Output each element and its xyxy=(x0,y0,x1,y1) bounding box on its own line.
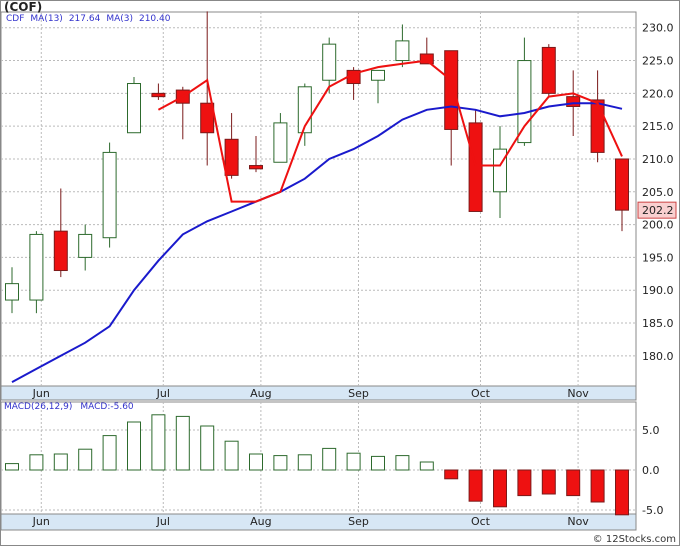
macd-panel xyxy=(0,401,637,515)
candle-body xyxy=(102,151,117,239)
candle-body xyxy=(151,92,166,98)
price-x-tick-label: Jul xyxy=(156,387,170,400)
price-x-tick-label: Jun xyxy=(32,387,50,400)
macd-bar xyxy=(468,469,483,502)
macd-bar xyxy=(151,414,166,471)
macd-bar xyxy=(273,455,288,471)
macd-bar xyxy=(566,469,581,497)
macd-bar xyxy=(371,455,385,471)
candle-body xyxy=(468,122,483,212)
macd-bar xyxy=(615,469,629,516)
candle-body xyxy=(566,96,581,107)
price-y-tick-label: 185.0 xyxy=(642,317,674,330)
candle-body xyxy=(493,148,507,193)
candle-body xyxy=(444,50,459,130)
price-panel xyxy=(0,11,637,387)
macd-bar xyxy=(175,415,190,471)
ma3-line xyxy=(157,59,623,203)
price-x-axis-band xyxy=(0,385,637,401)
chart-title: (COF) xyxy=(4,0,43,14)
price-x-tick-label: Aug xyxy=(250,387,271,400)
price-y-tick-label: 200.0 xyxy=(642,219,674,232)
last-price-box xyxy=(637,201,677,219)
macd-x-tick-label: Jul xyxy=(156,515,170,528)
macd-bar xyxy=(224,440,239,471)
price-y-tick-label: 215.0 xyxy=(642,120,674,133)
macd-bar xyxy=(5,463,19,471)
macd-x-tick-label: Oct xyxy=(471,515,491,528)
candle-body xyxy=(78,233,93,258)
macd-y-tick-label: 0.0 xyxy=(642,464,660,477)
price-y-tick-label: 210.0 xyxy=(642,153,674,166)
macd-x-tick-label: Nov xyxy=(567,515,589,528)
macd-bar xyxy=(29,454,44,471)
macd-y-tick-label: 5.0 xyxy=(642,424,660,437)
candle-body xyxy=(29,233,44,301)
candle-body xyxy=(273,122,288,163)
macd-y-tick-label: -5.0 xyxy=(642,504,663,517)
macd-bar xyxy=(444,469,459,480)
candle-body xyxy=(224,138,239,176)
price-y-tick-label: 190.0 xyxy=(642,284,674,297)
candle-body xyxy=(53,230,68,272)
price-x-tick-label: Nov xyxy=(567,387,589,400)
candle-body xyxy=(322,43,337,81)
macd-bar xyxy=(346,452,361,471)
macd-bar xyxy=(541,469,556,495)
candle-body xyxy=(200,102,215,134)
macd-x-tick-label: Aug xyxy=(250,515,271,528)
price-y-tick-label: 225.0 xyxy=(642,55,674,68)
macd-x-tick-label: Jun xyxy=(32,515,50,528)
candle-body xyxy=(541,46,556,94)
ma13-line xyxy=(11,102,623,383)
macd-bar xyxy=(395,455,410,471)
chart-legend: CDF MA(13) 217.64 MA(3) 210.40 xyxy=(6,14,176,24)
site-credit: © 12Stocks.com xyxy=(592,534,676,545)
macd-bar xyxy=(53,453,68,471)
macd-bar xyxy=(127,421,141,471)
macd-bar xyxy=(78,448,93,471)
price-y-tick-label: 220.0 xyxy=(642,87,674,100)
macd-bar xyxy=(249,453,263,471)
candle-body xyxy=(371,69,385,81)
price-x-tick-label: Sep xyxy=(348,387,369,400)
macd-legend: MACD(26,12,9) MACD:-5.60 xyxy=(4,402,142,412)
legend-ma13-label: MA(13) xyxy=(30,14,63,24)
legend-ma3-label: MA(3) xyxy=(106,14,133,24)
macd-bar xyxy=(517,469,532,497)
macd-bar xyxy=(297,454,312,471)
macd-value: MACD:-5.60 xyxy=(80,402,134,412)
candle-body xyxy=(615,158,629,211)
candle-body xyxy=(590,99,605,153)
macd-bar xyxy=(200,425,215,471)
macd-bar xyxy=(102,435,117,471)
price-x-tick-label: Oct xyxy=(471,387,491,400)
candle-body xyxy=(419,53,434,65)
last-price-label: 202.2 xyxy=(642,204,674,217)
candle-body xyxy=(5,283,19,301)
macd-bar xyxy=(419,461,434,471)
legend-ticker: CDF xyxy=(6,14,25,24)
legend-ma3-value: 210.40 xyxy=(138,14,171,24)
price-y-tick-label: 205.0 xyxy=(642,186,674,199)
price-y-tick-label: 230.0 xyxy=(642,22,674,35)
macd-label: MACD(26,12,9) xyxy=(4,402,73,412)
candle-body xyxy=(395,40,410,62)
macd-x-tick-label: Sep xyxy=(348,515,369,528)
candle-body xyxy=(127,83,141,134)
macd-x-axis-band xyxy=(0,513,637,531)
macd-bar xyxy=(322,447,337,471)
macd-bar xyxy=(493,469,507,508)
candle-body xyxy=(249,165,263,170)
macd-bar xyxy=(590,469,605,503)
price-y-tick-label: 180.0 xyxy=(642,350,674,363)
price-y-tick-label: 195.0 xyxy=(642,251,674,264)
candle-body xyxy=(517,60,532,144)
legend-ma13-value: 217.64 xyxy=(68,14,101,24)
